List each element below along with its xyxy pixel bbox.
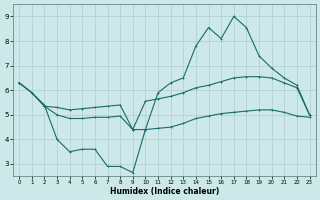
- X-axis label: Humidex (Indice chaleur): Humidex (Indice chaleur): [110, 187, 219, 196]
